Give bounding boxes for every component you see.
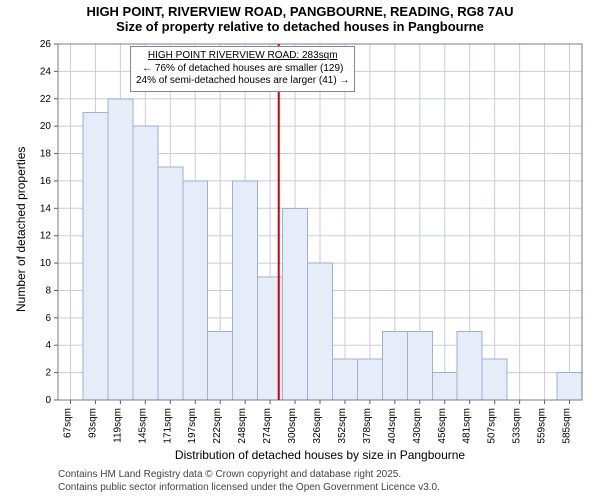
svg-text:145sqm: 145sqm <box>137 408 148 444</box>
svg-text:20: 20 <box>40 121 52 132</box>
svg-text:533sqm: 533sqm <box>512 408 523 444</box>
svg-text:22: 22 <box>40 94 52 105</box>
chart-container: HIGH POINT, RIVERVIEW ROAD, PANGBOURNE, … <box>0 0 600 500</box>
svg-text:481sqm: 481sqm <box>462 408 473 444</box>
footnote-line-1: Contains HM Land Registry data © Crown c… <box>58 469 440 482</box>
y-axis-label: Number of detached properties <box>14 147 28 312</box>
svg-text:4: 4 <box>45 340 51 351</box>
svg-text:378sqm: 378sqm <box>362 408 373 444</box>
callout-title: HIGH POINT RIVERVIEW ROAD: 283sqm <box>136 50 349 63</box>
svg-text:26: 26 <box>40 39 52 50</box>
svg-text:67sqm: 67sqm <box>62 408 73 438</box>
svg-text:12: 12 <box>40 231 52 242</box>
svg-text:10: 10 <box>40 258 52 269</box>
svg-text:274sqm: 274sqm <box>262 408 273 444</box>
svg-text:352sqm: 352sqm <box>337 408 348 444</box>
svg-text:93sqm: 93sqm <box>87 408 98 438</box>
svg-text:2: 2 <box>45 368 51 379</box>
svg-text:6: 6 <box>45 313 51 324</box>
svg-text:18: 18 <box>40 149 52 160</box>
svg-text:430sqm: 430sqm <box>412 408 423 444</box>
svg-text:24: 24 <box>40 66 52 77</box>
callout-right-text: 24% of semi-detached houses are larger (… <box>136 75 349 88</box>
svg-text:456sqm: 456sqm <box>437 408 448 444</box>
svg-text:8: 8 <box>45 285 51 296</box>
svg-text:585sqm: 585sqm <box>562 408 573 444</box>
svg-text:197sqm: 197sqm <box>187 408 198 444</box>
svg-text:559sqm: 559sqm <box>537 408 548 444</box>
svg-text:404sqm: 404sqm <box>387 408 398 444</box>
x-axis-label: Distribution of detached houses by size … <box>58 448 582 462</box>
svg-text:14: 14 <box>40 203 52 214</box>
footnote: Contains HM Land Registry data © Crown c… <box>58 469 440 494</box>
svg-text:119sqm: 119sqm <box>112 408 123 443</box>
svg-text:0: 0 <box>45 395 51 406</box>
svg-text:171sqm: 171sqm <box>162 408 173 444</box>
svg-text:507sqm: 507sqm <box>487 408 498 444</box>
svg-text:326sqm: 326sqm <box>312 408 323 444</box>
svg-text:222sqm: 222sqm <box>212 408 223 444</box>
callout-box: HIGH POINT RIVERVIEW ROAD: 283sqm ← 76% … <box>130 46 355 92</box>
svg-text:16: 16 <box>40 176 52 187</box>
svg-text:300sqm: 300sqm <box>287 408 298 444</box>
callout-left-text: ← 76% of detached houses are smaller (12… <box>136 63 349 76</box>
svg-text:248sqm: 248sqm <box>237 408 248 444</box>
footnote-line-2: Contains public sector information licen… <box>58 482 440 495</box>
